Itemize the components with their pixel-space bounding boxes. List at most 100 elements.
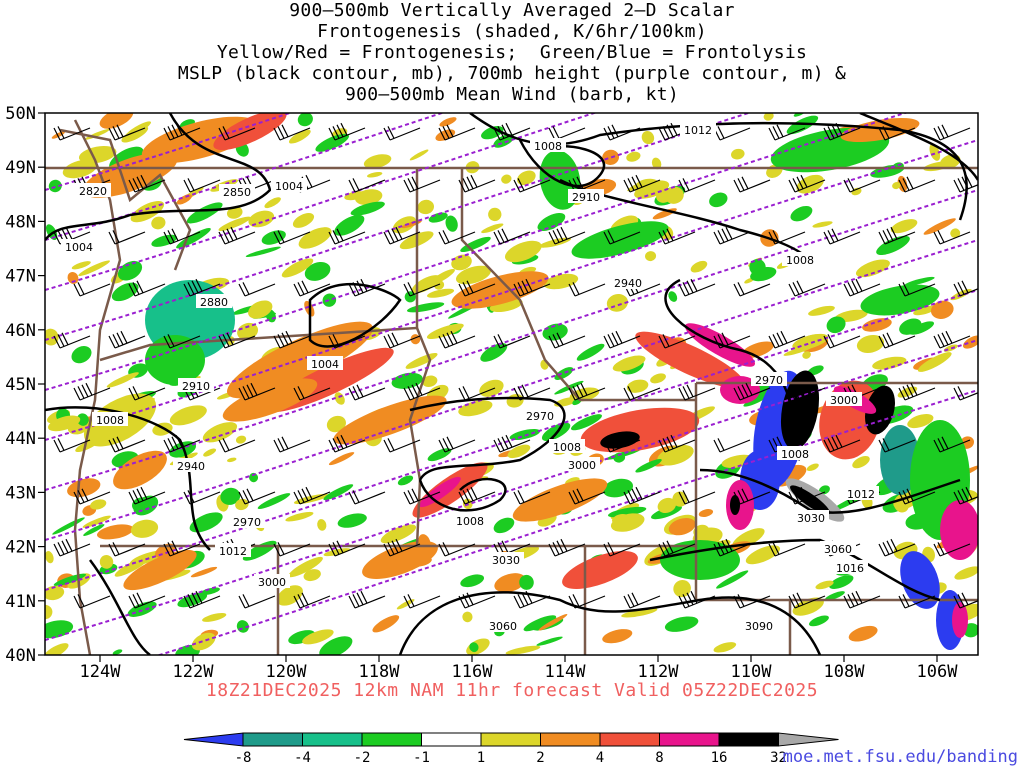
height-label: 3000 [568, 459, 596, 472]
cbar-segment [302, 732, 363, 747]
shade-blob [292, 213, 315, 228]
shade-blob [897, 175, 908, 192]
shade-blob [509, 429, 541, 441]
shade-blob [786, 115, 819, 135]
wind-barb [328, 122, 366, 141]
shade-blob [186, 202, 223, 224]
shade-blob [892, 181, 901, 190]
wind-barb [293, 486, 331, 505]
wind-barb [568, 382, 606, 401]
shade-blob [493, 517, 515, 534]
lon-label: 108W [824, 662, 866, 682]
cbar-label: 8 [655, 750, 663, 766]
shade-blob [264, 197, 281, 209]
shade-blob [112, 649, 123, 655]
shade-blob [790, 205, 813, 222]
height-label: 2970 [526, 410, 554, 423]
wind-barb [108, 124, 146, 141]
wind-barb [768, 124, 806, 141]
wind-barb [623, 174, 661, 193]
shade-blob [809, 615, 829, 627]
credit-link[interactable]: moe.met.fsu.edu/banding [782, 747, 1018, 767]
shade-blob [664, 186, 684, 204]
wind-barb [293, 386, 331, 401]
shade-blob [626, 151, 641, 162]
wind-barb [623, 592, 661, 609]
title-line-4: MSLP (black contour, mb), 700mb height (… [177, 63, 847, 84]
shade-blob [78, 145, 117, 164]
axes: 50N 49N 48N 47N 46N 45N 44N 43N 42N 41N 40N 124W 122… [5, 104, 958, 682]
wind-barb [218, 126, 256, 141]
height-label: 3090 [745, 620, 773, 633]
shade-blob [904, 276, 935, 286]
shade-blob [82, 515, 111, 528]
shade-blob [189, 512, 223, 533]
wind-barb [623, 386, 661, 401]
valid-time-label: 18Z21DEC2025 12km NAM 11hr forecast Vali… [205, 680, 819, 701]
lon-label: 118W [359, 662, 401, 682]
wind-barb [823, 434, 861, 453]
shade-blob [792, 597, 824, 616]
shade-blob [191, 632, 216, 651]
shade-blob [802, 351, 811, 359]
height-label-bg [564, 457, 600, 471]
shade-blob [177, 592, 208, 608]
shade-blob [731, 148, 745, 160]
shade-blob [913, 305, 937, 316]
shade-blob [106, 372, 139, 388]
wind-barb [493, 434, 531, 453]
shade-blob [488, 207, 502, 222]
shade-blob [380, 524, 417, 544]
wind-barb [513, 490, 551, 505]
shade-blob [612, 355, 646, 372]
border-line [408, 327, 432, 547]
height-label-bg [522, 408, 558, 422]
wind-barb [403, 176, 441, 193]
wind-barb [53, 332, 91, 349]
wind-barbs [53, 122, 978, 609]
lat-label: 41N [5, 592, 36, 612]
cbar-segment [540, 732, 601, 747]
cbar-label: -4 [294, 750, 311, 766]
height-label: 2910 [572, 191, 600, 204]
wind-barb [878, 226, 916, 245]
lon-label: 120W [266, 662, 308, 682]
wind-barb [953, 174, 978, 193]
shade-blob [151, 234, 178, 247]
shade-blob [245, 246, 281, 257]
frontogenesis-map: 1012 1008 1004 1004 1004 1008 1008 1008 1008 1008… [5, 104, 979, 682]
mslp-label-bg [843, 486, 879, 500]
shade-blob [71, 345, 92, 364]
shade-blob [750, 266, 777, 282]
wind-barb [218, 438, 256, 453]
shade-blob [281, 258, 314, 278]
wind-barb [658, 434, 696, 453]
lon-label: 116W [452, 662, 494, 682]
shade-blob [362, 541, 438, 579]
shade-blob [406, 302, 445, 313]
shade-blob [668, 518, 696, 536]
shade-blob [226, 206, 243, 219]
height-label: 2940 [177, 460, 205, 473]
shade-blob [396, 599, 415, 610]
mslp-contour [88, 559, 151, 655]
shade-blob [930, 300, 954, 319]
height-label: 3030 [797, 512, 825, 525]
wind-barb [53, 438, 91, 453]
wind-barb [458, 486, 496, 505]
shade-blob [862, 318, 892, 332]
mslp-label: 1008 [456, 515, 484, 528]
wind-barb [953, 592, 978, 609]
shade-blob [200, 587, 220, 595]
wind-barb [238, 488, 276, 505]
wind-barb [678, 590, 716, 609]
shade-blob [536, 636, 563, 646]
lon-label: 124W [80, 662, 122, 682]
shade-blob [121, 126, 149, 143]
wind-barb [933, 230, 971, 245]
height-label: 2970 [233, 516, 261, 529]
wind-barb [933, 330, 971, 349]
wind-barb [733, 176, 771, 193]
shade-blob [405, 353, 438, 369]
lat-label: 42N [5, 538, 36, 558]
